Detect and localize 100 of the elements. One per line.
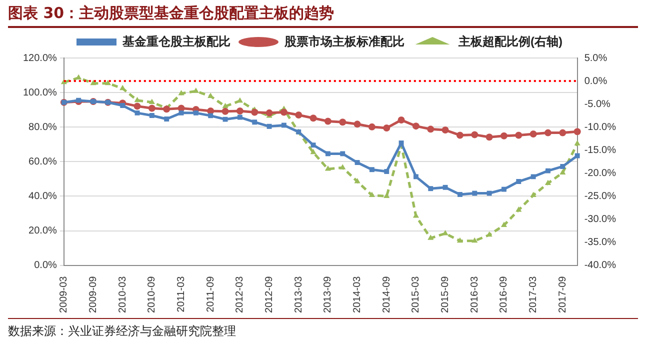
point bbox=[486, 231, 492, 237]
source-note: 数据来源：兴业证券经济与金融研究院整理 bbox=[8, 318, 638, 340]
point bbox=[76, 98, 82, 103]
point bbox=[384, 169, 390, 174]
point bbox=[354, 120, 361, 128]
x-tick-label: 2012-09 bbox=[264, 276, 276, 314]
point bbox=[178, 110, 184, 116]
point bbox=[192, 88, 199, 93]
point bbox=[310, 142, 316, 148]
x-tick-label: 2014-09 bbox=[381, 276, 392, 314]
x-tick-label: 2014-03 bbox=[352, 276, 364, 314]
y2-tick-label: -35.0% bbox=[584, 237, 616, 248]
point bbox=[193, 110, 198, 116]
x-tick-label: 2012-03 bbox=[234, 276, 246, 314]
point bbox=[472, 237, 478, 243]
point bbox=[252, 120, 258, 125]
point bbox=[384, 192, 390, 198]
point bbox=[369, 167, 374, 172]
x-tick-label: 2011-03 bbox=[176, 276, 188, 312]
point bbox=[574, 128, 581, 136]
y-tick-label: 100.0% bbox=[22, 87, 58, 98]
x-tick-label: 2013-09 bbox=[322, 276, 334, 314]
y2-tick-label: -40.0% bbox=[584, 260, 616, 272]
point bbox=[398, 116, 405, 124]
point bbox=[222, 102, 228, 108]
point bbox=[471, 131, 478, 138]
x-tick-label: 2009-09 bbox=[88, 276, 100, 314]
point bbox=[237, 114, 242, 120]
point bbox=[368, 123, 376, 130]
point bbox=[516, 179, 522, 184]
x-tick-label: 2010-03 bbox=[117, 276, 128, 314]
point bbox=[310, 148, 316, 154]
point bbox=[354, 178, 360, 184]
point bbox=[222, 108, 229, 115]
legend-label: 基金重仓股主板配比 bbox=[122, 34, 231, 48]
point bbox=[457, 192, 462, 197]
point bbox=[148, 98, 155, 104]
point bbox=[486, 190, 492, 196]
y-tick-label: 120.0% bbox=[22, 52, 58, 64]
y2-tick-label: 5.0% bbox=[584, 52, 608, 64]
y2-tick-label: -20.0% bbox=[584, 168, 616, 179]
point bbox=[442, 126, 449, 134]
x-tick-label: 2011-09 bbox=[205, 276, 216, 312]
point bbox=[456, 132, 464, 139]
chart-title: 图表 30：主动股票型基金重仓股配置主板的趋势 bbox=[8, 4, 638, 28]
x-tick-label: 2017-09 bbox=[557, 276, 568, 314]
point bbox=[104, 80, 111, 86]
x-tick-label: 2015-03 bbox=[410, 276, 422, 314]
point bbox=[208, 113, 214, 118]
point bbox=[368, 192, 375, 198]
y-tick-label: 80.0% bbox=[28, 122, 58, 133]
point bbox=[134, 96, 140, 102]
point bbox=[515, 132, 522, 139]
point bbox=[530, 192, 536, 198]
x-tick-label: 2016-03 bbox=[469, 276, 480, 314]
point bbox=[486, 134, 493, 141]
point bbox=[281, 122, 286, 128]
x-tick-label: 2017-03 bbox=[528, 276, 540, 314]
point bbox=[324, 118, 332, 125]
y2-tick-label: 0.0% bbox=[584, 76, 608, 87]
y2-tick-label: -15.0% bbox=[584, 144, 616, 156]
point bbox=[266, 124, 272, 129]
point bbox=[148, 104, 156, 112]
x-tick-label: 2013-03 bbox=[293, 276, 304, 314]
point bbox=[120, 103, 126, 108]
y2-tick-label: -25.0% bbox=[584, 190, 616, 202]
y2-tick-label: -10.0% bbox=[584, 122, 616, 133]
point bbox=[500, 132, 508, 140]
point bbox=[340, 164, 346, 170]
point bbox=[428, 186, 434, 192]
point bbox=[236, 108, 244, 115]
point bbox=[500, 222, 508, 227]
y-tick-label: 20.0% bbox=[28, 226, 58, 236]
point bbox=[428, 234, 434, 240]
point bbox=[164, 116, 170, 122]
point bbox=[325, 151, 330, 156]
y2-tick-label: -5.0% bbox=[584, 98, 611, 110]
point bbox=[530, 130, 537, 138]
legend-label: 主板超配比例(右轴) bbox=[458, 34, 563, 48]
point bbox=[502, 186, 506, 192]
point bbox=[546, 168, 550, 174]
x-tick-label: 2016-09 bbox=[498, 276, 510, 314]
point bbox=[574, 153, 580, 158]
y-tick-label: 0.0% bbox=[34, 260, 58, 272]
point bbox=[560, 169, 566, 174]
y-tick-label: 40.0% bbox=[28, 190, 58, 202]
point bbox=[90, 80, 96, 86]
point bbox=[134, 102, 141, 110]
x-tick-label: 2009-03 bbox=[58, 276, 70, 314]
point bbox=[149, 113, 154, 118]
point bbox=[427, 126, 434, 133]
legend-label: 股票市场主板标准配比 bbox=[284, 34, 405, 48]
point bbox=[456, 237, 463, 243]
point bbox=[413, 174, 418, 180]
point bbox=[412, 122, 420, 130]
point bbox=[354, 160, 360, 165]
point bbox=[178, 90, 184, 96]
point bbox=[340, 151, 346, 156]
point bbox=[560, 164, 566, 169]
point bbox=[472, 190, 478, 196]
